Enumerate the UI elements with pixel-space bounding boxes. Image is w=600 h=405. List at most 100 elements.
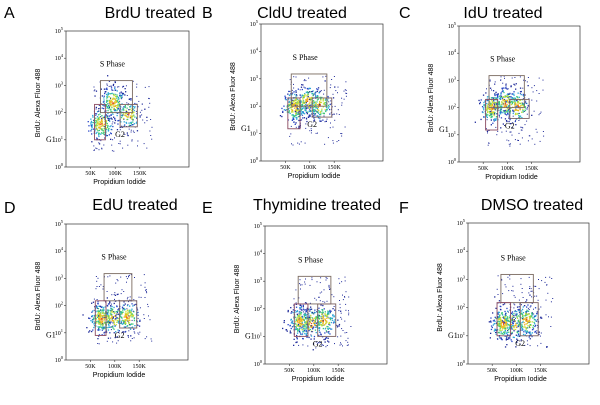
data-point-g1: [482, 111, 484, 114]
data-point-g1: [504, 321, 506, 323]
data-point-g1: [90, 122, 92, 124]
data-point-g2: [125, 91, 127, 93]
y-tick-label: 103: [254, 276, 263, 285]
panel-title: EdU treated: [92, 197, 177, 214]
gate-g1: [94, 103, 106, 141]
data-point-noise: [143, 318, 145, 319]
data-point-g2: [320, 110, 322, 113]
data-point-s-phase: [515, 326, 518, 329]
data-point-g1: [296, 332, 299, 334]
y-tick-label: 103: [55, 80, 64, 89]
data-point-s-phase: [297, 108, 299, 110]
data-point-g1: [502, 304, 504, 306]
data-point-g2: [513, 103, 516, 105]
data-point-noise: [346, 332, 348, 333]
data-point-g1: [91, 318, 94, 321]
data-point-noise: [509, 337, 511, 339]
data-point-s-phase: [299, 326, 301, 328]
data-point-noise: [129, 117, 131, 119]
data-point-noise: [506, 139, 508, 141]
data-point-s-phase: [113, 107, 115, 110]
data-point-noise: [504, 125, 505, 126]
data-point-noise: [526, 81, 528, 83]
data-point-s-phase: [314, 324, 316, 326]
data-point-s-phase: [316, 316, 318, 318]
data-point-noise: [515, 342, 517, 344]
data-point-noise: [309, 108, 311, 110]
data-point-noise: [337, 86, 339, 88]
data-point-g1: [295, 114, 297, 117]
data-point-s-phase: [516, 314, 518, 316]
data-point-g2: [120, 116, 123, 119]
data-point-noise: [536, 295, 538, 297]
data-point-g1: [291, 322, 294, 324]
data-point-g1: [498, 311, 500, 313]
data-point-noise: [95, 276, 97, 277]
data-point-g1: [298, 321, 300, 323]
data-point-g2: [122, 117, 125, 120]
y-tick-label: 100: [55, 355, 64, 364]
data-point-g2: [305, 118, 308, 120]
data-point-noise: [525, 102, 527, 104]
data-point-g2: [325, 110, 327, 113]
data-point-g1: [500, 337, 503, 340]
data-point-g1: [308, 336, 310, 339]
data-point-s-phase: [507, 95, 509, 97]
data-point-g2: [316, 111, 319, 113]
data-point-g1: [485, 114, 488, 116]
data-point-g2: [522, 103, 524, 105]
data-point-g2: [122, 322, 124, 324]
data-point-noise: [502, 82, 504, 84]
data-point-g1: [298, 106, 301, 109]
data-point-g1: [297, 116, 300, 118]
data-point-g2: [325, 98, 327, 100]
data-point-noise: [127, 320, 129, 322]
data-point-g2: [312, 326, 315, 328]
data-point-noise: [123, 291, 125, 292]
data-point-noise: [116, 342, 118, 344]
data-point-g1: [488, 321, 490, 323]
data-point-g2: [526, 309, 528, 311]
data-point-g2: [521, 313, 523, 315]
data-point-noise: [310, 132, 312, 134]
data-point-noise: [117, 340, 119, 342]
data-point-noise: [144, 338, 146, 340]
x-axis-label: Propidium Iodide: [485, 174, 538, 181]
data-point-s-phase: [512, 110, 514, 112]
data-point-s-phase: [304, 93, 306, 96]
data-point-s-phase: [500, 117, 503, 119]
data-point-g2: [121, 115, 123, 117]
data-point-g2: [117, 313, 120, 315]
data-point-s-phase: [118, 103, 121, 105]
data-point-g2: [315, 106, 317, 109]
data-point-g1: [108, 115, 111, 117]
data-point-g2: [125, 314, 127, 317]
data-point-g1: [104, 118, 106, 120]
data-point-noise: [497, 316, 498, 318]
data-point-g2: [116, 317, 118, 319]
data-point-noise: [110, 321, 112, 323]
data-point-noise: [336, 141, 338, 143]
data-point-g1: [94, 129, 96, 131]
data-point-noise: [538, 288, 540, 290]
data-point-g2: [131, 316, 133, 318]
data-point-g2: [337, 319, 339, 321]
data-point-s-phase: [515, 106, 517, 108]
data-point-noise: [519, 143, 521, 145]
data-point-noise: [344, 332, 346, 334]
data-point-s-phase: [306, 336, 308, 338]
data-point-noise: [551, 278, 553, 279]
data-point-noise: [515, 315, 517, 317]
data-point-g1: [291, 109, 294, 111]
data-point-s-phase: [312, 318, 314, 320]
data-point-g2: [524, 329, 526, 332]
data-point-g1: [300, 108, 302, 110]
data-point-noise: [328, 324, 330, 326]
data-point-g2: [515, 112, 517, 114]
data-point-s-phase: [106, 97, 108, 99]
data-point-g1: [507, 320, 510, 322]
data-point-g1: [291, 106, 293, 108]
data-point-g2: [517, 112, 519, 115]
data-point-s-phase: [315, 317, 317, 319]
data-point-g1: [102, 325, 104, 327]
